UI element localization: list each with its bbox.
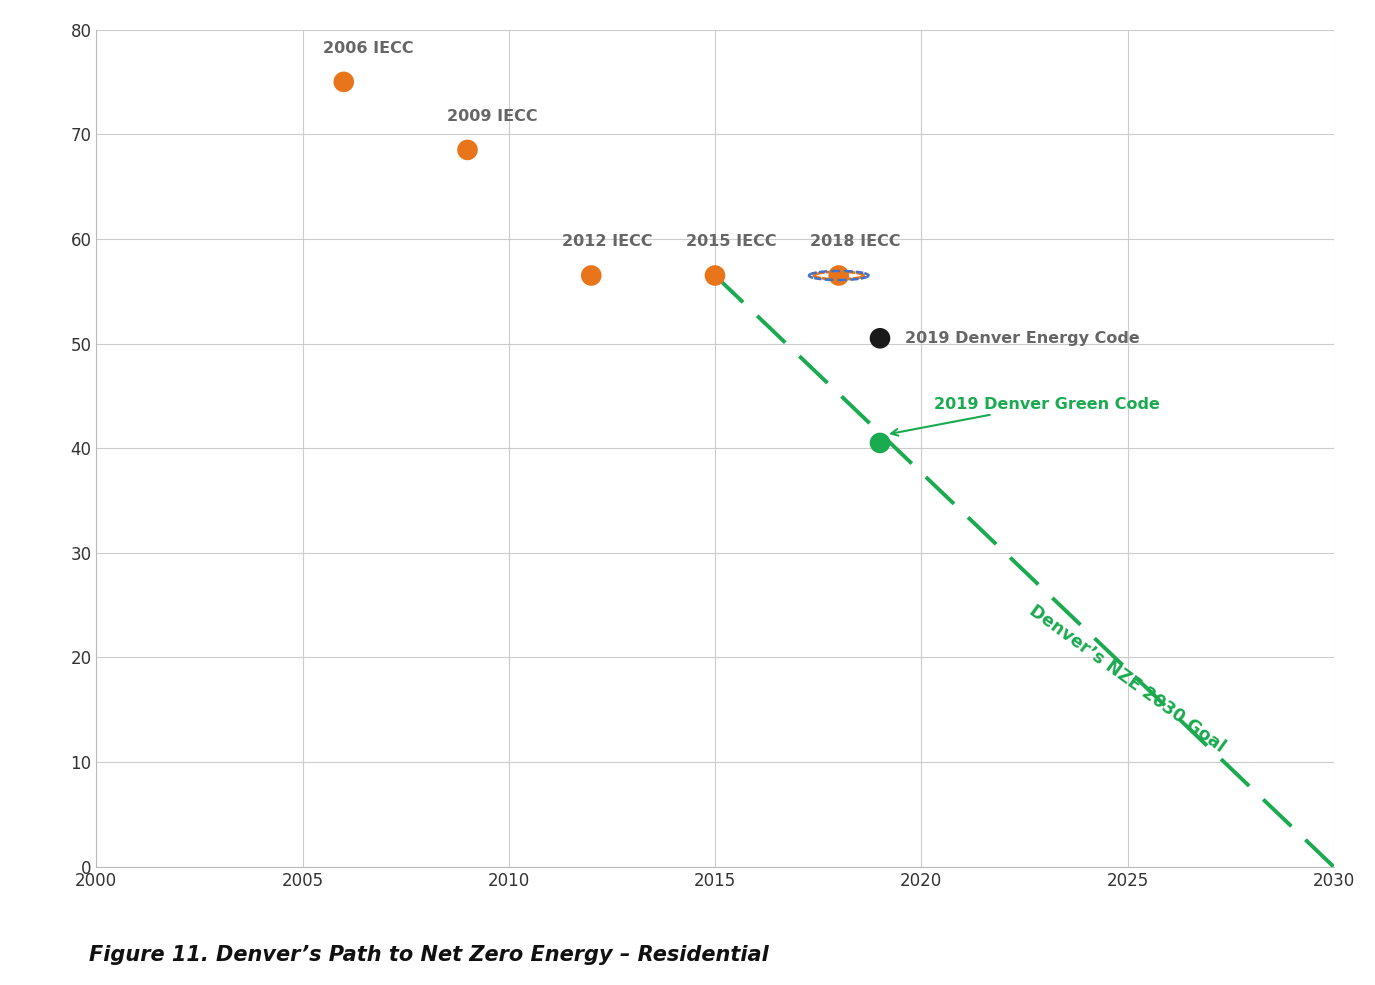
Point bbox=[704, 268, 726, 284]
Text: Denver’s NZE 2030 Goal: Denver’s NZE 2030 Goal bbox=[1026, 601, 1229, 755]
Point bbox=[456, 142, 478, 158]
Text: 2012 IECC: 2012 IECC bbox=[562, 234, 653, 249]
Point bbox=[333, 74, 355, 90]
Text: 2006 IECC: 2006 IECC bbox=[323, 40, 414, 56]
Text: 2019 Denver Green Code: 2019 Denver Green Code bbox=[891, 397, 1159, 435]
Text: 2015 IECC: 2015 IECC bbox=[686, 234, 777, 249]
Point bbox=[869, 330, 891, 346]
Point bbox=[580, 268, 602, 284]
Point bbox=[869, 435, 891, 451]
Text: Figure 11. Denver’s Path to Net Zero Energy – Residential: Figure 11. Denver’s Path to Net Zero Ene… bbox=[89, 946, 769, 965]
Point bbox=[828, 268, 850, 284]
Text: 2019 Denver Energy Code: 2019 Denver Energy Code bbox=[905, 331, 1140, 346]
Text: 2018 IECC: 2018 IECC bbox=[810, 234, 901, 249]
Text: 2009 IECC: 2009 IECC bbox=[447, 108, 538, 124]
